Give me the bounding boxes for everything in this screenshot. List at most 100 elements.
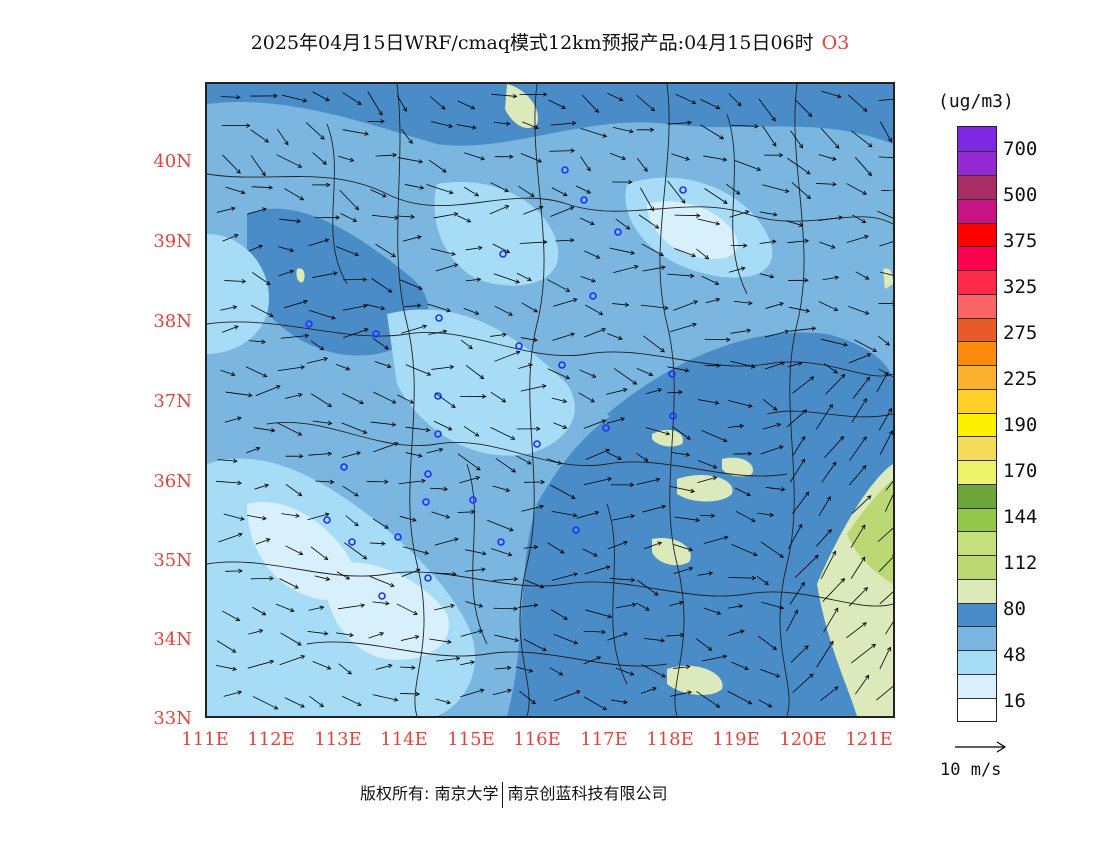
wind-vector-icon [645, 427, 671, 436]
wind-vector-icon [519, 92, 548, 97]
wind-vector-icon [855, 674, 870, 695]
wind-vector-icon [491, 93, 518, 99]
wind-vector-icon [345, 515, 359, 527]
wind-vector-icon [584, 327, 607, 338]
wind-vector-icon [465, 601, 484, 608]
wind-vector-icon [609, 247, 636, 255]
wind-vector-icon [222, 234, 239, 242]
wind-vector-icon [247, 659, 275, 669]
lat-tick-label: 38N [153, 311, 192, 332]
wind-vector-icon [878, 156, 893, 159]
wind-vector-icon [465, 549, 487, 556]
station-marker-icon [497, 538, 505, 546]
wind-vector-icon [224, 416, 242, 423]
wind-vector-icon [607, 632, 628, 641]
wind-vector-icon [639, 187, 654, 212]
wind-vector-icon [821, 90, 842, 99]
lon-tick-label: 111E [181, 729, 229, 750]
wind-vector-icon [580, 217, 595, 226]
lat-tick-label: 35N [153, 550, 192, 571]
company-name: 南京创蓝科技有限公司 [507, 784, 668, 803]
lon-tick-label: 114E [380, 729, 428, 750]
wind-vector-icon [549, 148, 576, 153]
wind-vector-icon [762, 398, 778, 411]
legend-label: 170 [1003, 460, 1038, 482]
station-marker-icon [561, 166, 569, 174]
wind-vector-icon [583, 696, 608, 711]
wind-vector-icon [819, 241, 836, 249]
wind-vector-icon [765, 487, 786, 492]
wind-vector-icon [700, 513, 716, 519]
wind-vector-icon [254, 483, 270, 490]
wind-vector-icon [643, 335, 665, 353]
title-text: 2025年04月15日WRF/cmaq模式12km预报产品:04月15日06时 [250, 32, 814, 54]
wind-vector-icon [404, 184, 425, 190]
wind-vector-icon [521, 504, 545, 512]
wind-vector-icon [369, 575, 395, 588]
wind-vector-icon [405, 426, 431, 433]
wind-vector-icon [308, 605, 325, 611]
wind-vector-icon [315, 479, 335, 485]
wind-vector-icon [278, 246, 295, 253]
wind-vector-icon [430, 121, 454, 129]
wind-vector-icon [579, 369, 597, 378]
wind-vector-icon [250, 304, 274, 318]
wind-vector-icon [399, 665, 416, 670]
lat-tick-label: 40N [153, 151, 192, 172]
wind-vector-icon [493, 606, 518, 611]
wind-vector-icon [369, 541, 386, 546]
wind-vector-icon [851, 397, 867, 423]
wind-vector-icon [435, 571, 457, 577]
station-marker-icon [424, 574, 432, 582]
lon-tick-label: 121E [845, 729, 893, 750]
wind-vector-icon [283, 299, 308, 309]
legend-color-swatch [958, 530, 996, 557]
wind-vector-icon [430, 486, 449, 492]
wind-vector-icon [551, 510, 578, 518]
legend-color-swatch [958, 578, 996, 604]
wind-vector-icon [312, 420, 333, 426]
wind-vector-icon [701, 275, 720, 285]
wind-vector-icon [850, 643, 877, 664]
wind-vector-icon [607, 417, 626, 424]
wind-vector-icon [342, 695, 362, 706]
wind-vector-icon [673, 544, 694, 552]
wind-vector-icon [431, 511, 451, 519]
legend-color-swatch [958, 554, 996, 580]
wind-vector-icon [613, 368, 638, 385]
wind-vector-icon [457, 509, 476, 515]
wind-vector-icon [341, 422, 368, 434]
station-marker-icon [340, 463, 348, 471]
wind-vector-icon [612, 302, 630, 307]
footer-divider [502, 781, 504, 808]
wind-vector-icon [734, 487, 751, 497]
wind-vector-icon [340, 213, 358, 222]
wind-vector-icon [284, 392, 303, 399]
wind-vector-icon [850, 556, 866, 579]
wind-vector-icon [733, 451, 753, 457]
station-marker-icon [394, 533, 402, 541]
wind-vector-icon [373, 442, 399, 453]
wind-vector-icon [638, 214, 660, 229]
wind-vector-icon [551, 397, 568, 404]
wind-vector-icon [278, 269, 295, 277]
wind-vector-icon [877, 210, 893, 219]
wind-vector-icon [823, 363, 838, 374]
wind-vector-icon [339, 189, 360, 211]
wind-vector-icon [555, 237, 575, 243]
wind-vector-icon [878, 368, 893, 378]
wind-vector-icon [703, 535, 729, 544]
station-marker-icon [422, 498, 430, 506]
wind-vector-icon [490, 332, 507, 338]
wind-vector-icon [490, 427, 516, 440]
station-marker-icon [305, 320, 313, 328]
wind-vector-icon [788, 278, 809, 283]
wind-vector-icon [816, 640, 834, 668]
station-marker-icon [348, 538, 356, 546]
wind-vector-icon [703, 155, 728, 162]
wind-vector-icon [520, 153, 543, 163]
wind-vector-icon [786, 409, 808, 428]
wind-vector-icon [729, 210, 750, 218]
wind-vector-icon [250, 576, 274, 581]
station-marker-icon [434, 430, 442, 438]
